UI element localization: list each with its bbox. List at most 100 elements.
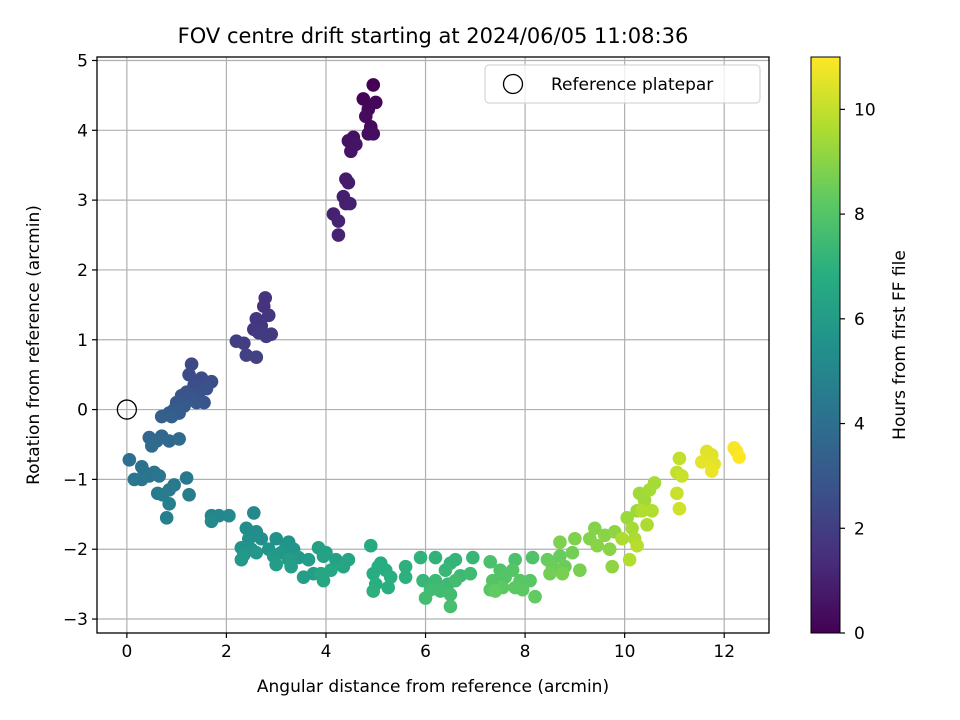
data-point (269, 557, 284, 572)
data-point (316, 549, 331, 563)
y-tick-label: −3 (63, 610, 88, 630)
data-point (301, 552, 316, 567)
data-point (344, 144, 358, 159)
data-point (515, 582, 530, 597)
data-point (428, 550, 443, 565)
data-point (331, 228, 346, 242)
data-point (381, 580, 396, 595)
data-point (590, 538, 605, 553)
data-point (152, 469, 167, 483)
data-point (573, 563, 587, 577)
y-tick-label: 4 (77, 121, 88, 141)
colorbar-gradient (810, 56, 841, 634)
data-point (416, 573, 430, 588)
data-point (605, 559, 619, 574)
data-point (135, 472, 149, 487)
data-point (555, 566, 570, 581)
data-point (498, 570, 512, 584)
colorbar-tick-label: 0 (854, 624, 865, 644)
data-point (543, 566, 557, 581)
data-point (343, 196, 357, 211)
y-tick-label: 0 (77, 401, 88, 421)
x-tick-label: 2 (221, 642, 232, 662)
data-point (249, 350, 264, 365)
data-point (630, 538, 644, 553)
data-point (222, 508, 236, 523)
colorbar: 0 2 4 6 8 10 Hours from first FF file (810, 56, 910, 644)
data-point (443, 587, 458, 602)
data-point (366, 584, 381, 598)
y-tick-label: 5 (77, 51, 88, 71)
data-point (234, 552, 249, 567)
data-point (269, 531, 284, 546)
data-point (164, 409, 179, 424)
data-point (341, 175, 356, 190)
data-point (463, 566, 478, 581)
reference-platepar-marker (116, 399, 138, 420)
data-point (162, 497, 176, 511)
data-point (635, 504, 649, 518)
legend-box (484, 64, 761, 104)
data-point (647, 476, 662, 490)
data-point (675, 469, 689, 483)
data-point (316, 573, 331, 588)
colorbar-label: Hours from first FF file (890, 250, 910, 440)
y-tick-label: −2 (63, 540, 88, 560)
data-point (247, 506, 261, 520)
x-axis-ticks: 0 2 4 6 8 10 12 (121, 633, 735, 662)
data-point (704, 464, 719, 478)
colorbar-tick-label: 6 (854, 310, 865, 330)
data-point (184, 357, 199, 372)
x-tick-label: 10 (614, 642, 636, 662)
data-points (122, 78, 746, 614)
data-point (261, 308, 276, 323)
colorbar-tick-label: 2 (854, 519, 865, 539)
data-point (615, 531, 629, 546)
x-tick-label: 12 (713, 642, 735, 662)
data-point (331, 214, 346, 228)
data-point (336, 559, 351, 574)
data-point (443, 599, 458, 614)
y-axis-ticks: −3 −2 −1 0 1 2 3 4 5 (63, 51, 97, 630)
y-tick-label: 2 (77, 261, 88, 281)
data-point (363, 538, 378, 553)
plot-frame (96, 56, 770, 634)
data-point (182, 367, 196, 382)
data-point (553, 535, 567, 550)
y-tick-label: 1 (77, 331, 88, 351)
data-point (625, 521, 639, 536)
data-point (448, 552, 463, 567)
data-point (284, 559, 298, 574)
data-point (144, 439, 159, 453)
x-tick-label: 6 (420, 642, 431, 662)
data-point (413, 550, 428, 565)
data-point (620, 511, 634, 525)
data-point (366, 78, 381, 92)
data-point (448, 573, 463, 588)
data-point (732, 450, 746, 464)
data-point (565, 545, 580, 560)
x-tick-label: 8 (520, 642, 531, 662)
data-point (672, 501, 687, 516)
data-point (645, 504, 659, 518)
data-point (159, 511, 174, 525)
data-point (695, 455, 709, 469)
data-point (553, 549, 567, 563)
data-point (528, 589, 542, 604)
data-point (154, 409, 169, 424)
data-point (122, 453, 137, 467)
data-point (189, 395, 204, 410)
data-point (254, 531, 269, 546)
data-point (356, 92, 371, 106)
data-point (483, 554, 498, 569)
data-point (368, 95, 383, 110)
data-point (259, 329, 274, 344)
data-point (366, 127, 381, 141)
data-point (602, 542, 617, 557)
colorbar-tick-label: 8 (854, 205, 865, 225)
data-point (488, 584, 503, 598)
colorbar-ticks: 0 2 4 6 8 10 (840, 100, 876, 644)
data-point (242, 531, 256, 546)
